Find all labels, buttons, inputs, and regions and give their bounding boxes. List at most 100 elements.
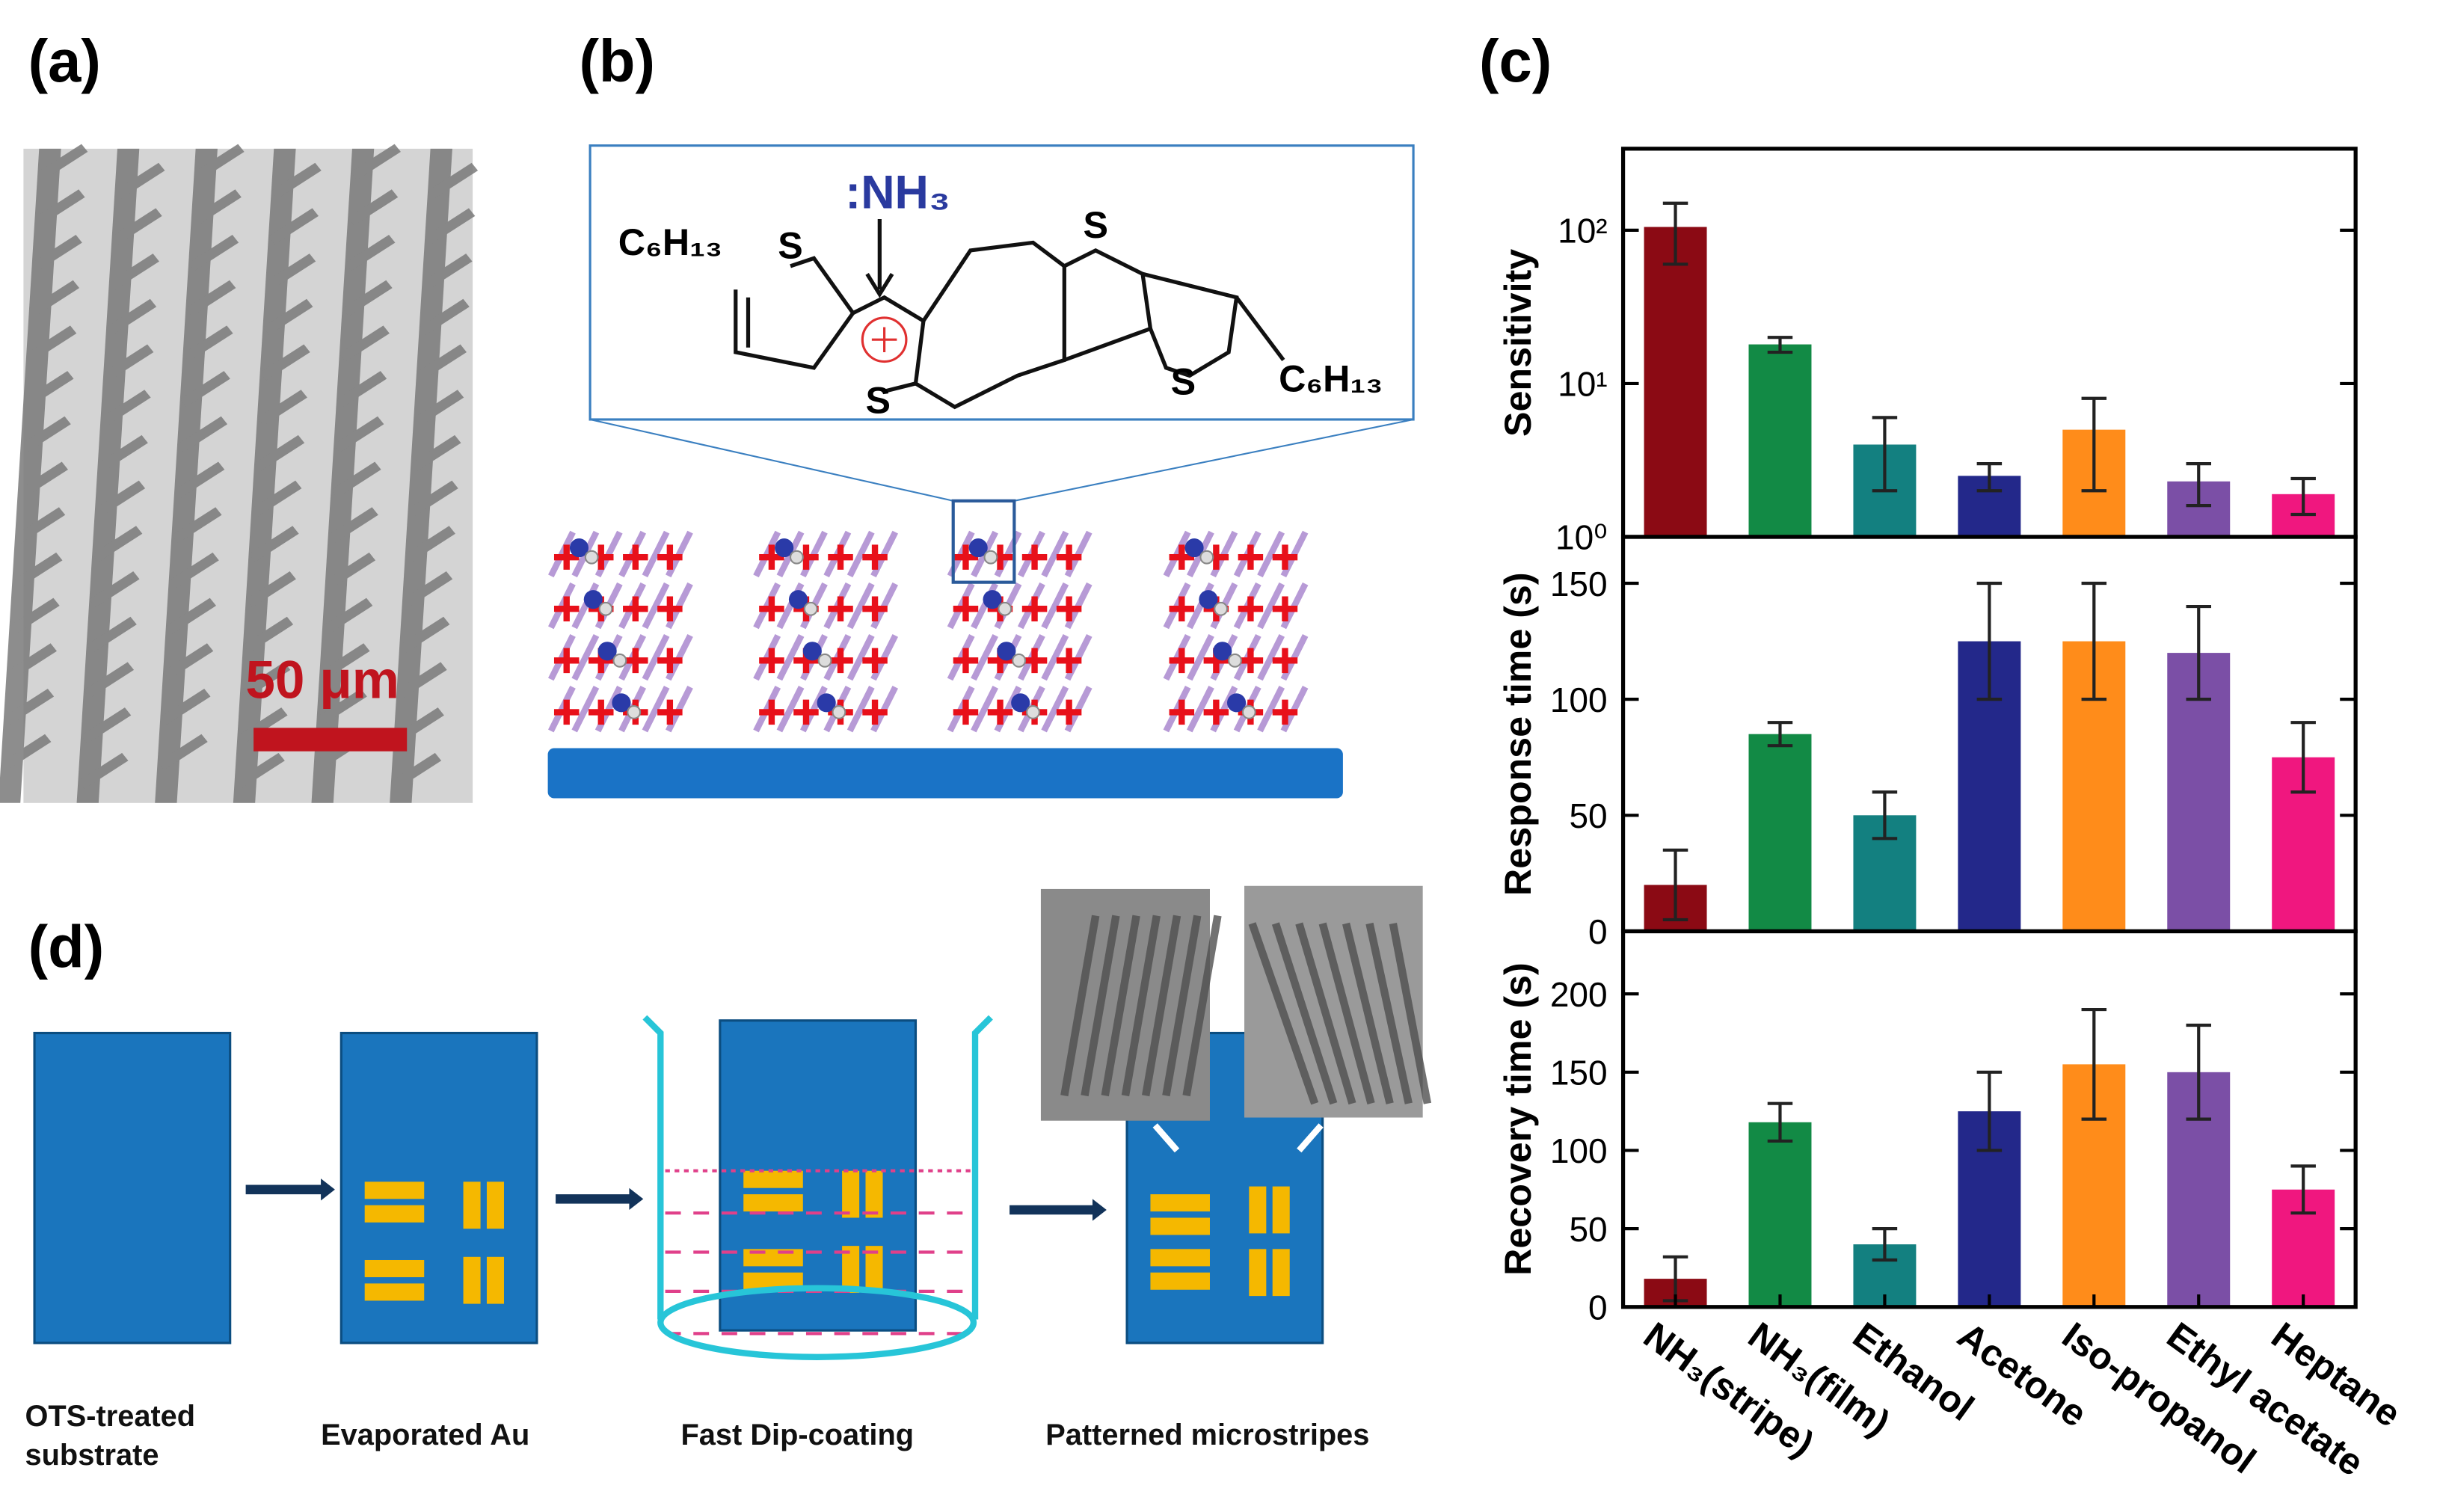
- error-bar: [2081, 396, 2107, 493]
- stripe: [233, 148, 296, 803]
- inset-streak: [1342, 922, 1394, 1104]
- charge-mark: [1021, 596, 1048, 621]
- charge-mark: [623, 648, 648, 674]
- flake: [259, 344, 310, 381]
- flake: [405, 526, 455, 562]
- y-tick-label: 50: [1569, 1210, 1607, 1249]
- flake: [92, 526, 143, 562]
- molecule-slab: [1257, 633, 1285, 681]
- flake: [262, 298, 313, 335]
- flake: [29, 280, 80, 316]
- substrate: [547, 748, 1343, 799]
- nh3: [1012, 653, 1027, 668]
- flake: [108, 253, 159, 290]
- error-bar: [1976, 1070, 2003, 1152]
- charge-mark: [1203, 699, 1229, 725]
- nh3: [968, 538, 988, 558]
- flake: [402, 571, 453, 608]
- flake: [168, 552, 219, 589]
- molecule-slab: [1187, 633, 1214, 681]
- inset-streak: [1295, 922, 1356, 1105]
- nh3: [584, 550, 599, 565]
- molecule: [734, 219, 1285, 410]
- charge: [871, 327, 897, 352]
- flake: [34, 189, 85, 226]
- flake: [84, 662, 135, 698]
- charge-mark: [1169, 596, 1195, 621]
- flake: [408, 480, 458, 517]
- charge-mark: [1272, 699, 1298, 725]
- molecule-slab: [571, 686, 600, 733]
- molecule-slab: [1257, 582, 1285, 630]
- flake: [194, 144, 245, 180]
- molecule-slab: [846, 633, 875, 681]
- molecule-slab: [642, 530, 670, 578]
- flake: [391, 752, 442, 789]
- inset-arrow: [1152, 1123, 1324, 1153]
- error-bar: [1976, 462, 2003, 493]
- flake: [166, 597, 217, 634]
- stripe: [155, 148, 218, 803]
- bar: [1748, 734, 1812, 932]
- error-bar: [2186, 1023, 2211, 1121]
- molecule-slab: [1041, 686, 1069, 733]
- flake: [23, 371, 74, 408]
- error-bar: [2186, 462, 2211, 508]
- stripe: [76, 148, 140, 803]
- flake: [177, 416, 228, 452]
- flake: [256, 390, 307, 426]
- micrograph: [0, 144, 479, 803]
- flake: [6, 643, 57, 680]
- sulfur: S: [778, 224, 803, 266]
- molecule-slab: [846, 530, 875, 578]
- charge-mark: [657, 648, 683, 674]
- flake: [328, 507, 378, 544]
- zoom-box: [951, 499, 1016, 584]
- electrodes: [364, 1170, 1290, 1304]
- molecule-slab: [971, 686, 998, 733]
- nh3: [612, 693, 631, 713]
- flake: [271, 162, 322, 199]
- flake: [78, 752, 129, 789]
- error-bar: [1976, 581, 2003, 701]
- y-axis-label: Response time (s): [1497, 572, 1539, 896]
- flake: [265, 253, 316, 290]
- flake: [336, 371, 387, 408]
- flake: [419, 298, 470, 335]
- flake: [171, 507, 222, 544]
- error-bar: [1662, 848, 1688, 922]
- nh3: [817, 693, 836, 713]
- nh3: [583, 590, 603, 609]
- charge-mark: [862, 596, 888, 621]
- charge-mark: [793, 699, 819, 725]
- stripe: [0, 148, 61, 803]
- nh3: [983, 550, 998, 565]
- flake: [97, 434, 148, 472]
- charge: [861, 316, 908, 363]
- inset-streak: [1365, 922, 1413, 1104]
- error-bar: [1872, 790, 1898, 840]
- molecule-slab: [1257, 686, 1285, 733]
- charge-mark: [1056, 648, 1082, 674]
- stripe: [390, 148, 452, 803]
- flake: [18, 461, 69, 498]
- charge-mark: [1021, 544, 1048, 570]
- charge-mark: [1238, 596, 1264, 621]
- y-tick-label: 10⁰: [1555, 518, 1608, 557]
- flake: [245, 571, 296, 608]
- flake: [1, 734, 52, 770]
- flake: [9, 597, 60, 634]
- step-label: Evaporated Au: [321, 1419, 529, 1452]
- flake: [179, 371, 230, 408]
- step-label: Fast Dip-coating: [681, 1419, 915, 1452]
- scale-bar: [253, 728, 408, 752]
- charge-mark: [1272, 596, 1298, 621]
- molecule-slab: [1187, 686, 1214, 733]
- flake: [188, 234, 239, 271]
- error-bar: [2290, 1164, 2316, 1215]
- inset-streak: [1121, 915, 1161, 1097]
- flake: [100, 390, 151, 426]
- y-axis-label: Recovery time (s): [1497, 962, 1539, 1276]
- nh3: [1227, 693, 1247, 713]
- nh3: [569, 538, 589, 558]
